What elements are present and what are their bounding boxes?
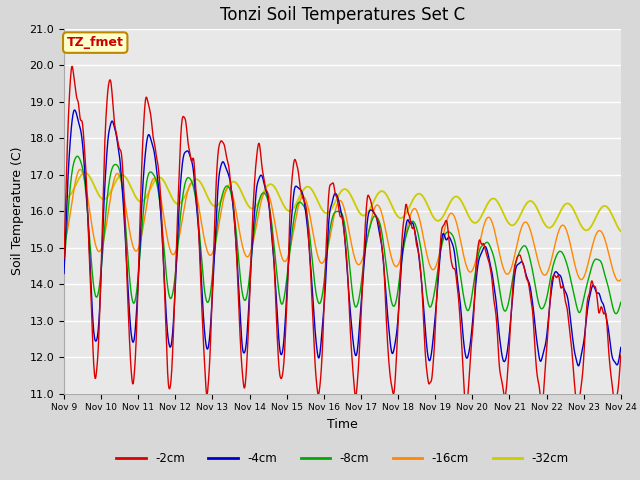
- Title: Tonzi Soil Temperatures Set C: Tonzi Soil Temperatures Set C: [220, 6, 465, 24]
- X-axis label: Time: Time: [327, 418, 358, 431]
- Text: TZ_fmet: TZ_fmet: [67, 36, 124, 49]
- Y-axis label: Soil Temperature (C): Soil Temperature (C): [11, 147, 24, 276]
- Legend: -2cm, -4cm, -8cm, -16cm, -32cm: -2cm, -4cm, -8cm, -16cm, -32cm: [111, 447, 573, 469]
